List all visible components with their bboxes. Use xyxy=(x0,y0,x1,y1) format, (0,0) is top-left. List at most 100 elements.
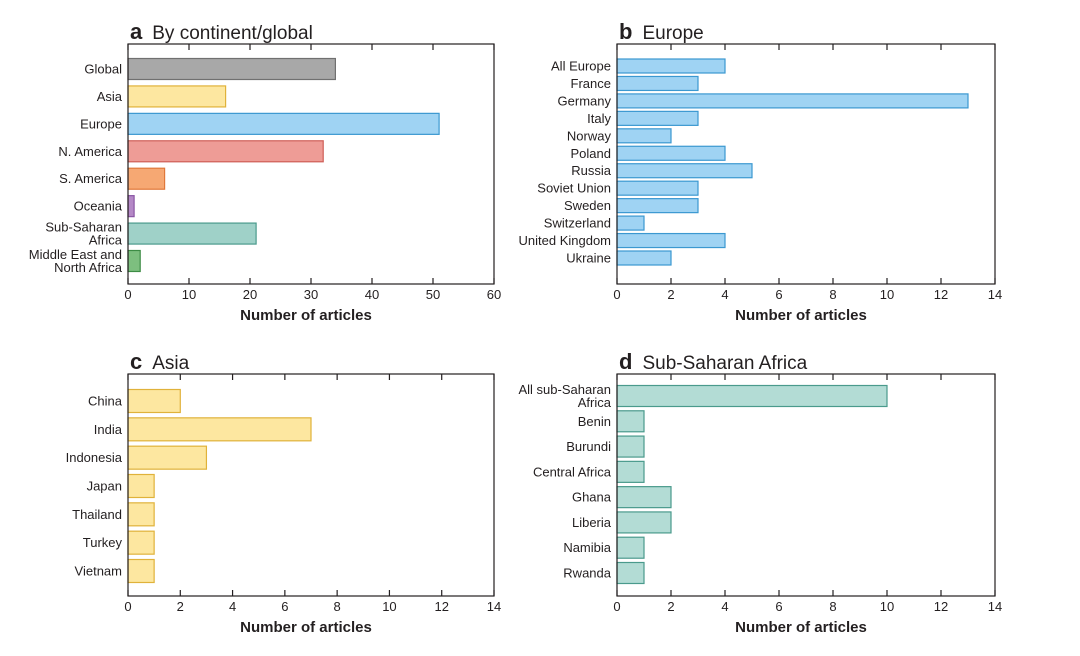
bar xyxy=(616,410,645,433)
plot-frame xyxy=(616,373,996,597)
bar xyxy=(127,57,336,81)
category-label-line: S. America xyxy=(59,171,123,186)
category-label: France xyxy=(571,76,611,91)
panel-c: c Asia China India Indonesia Japan Thailand Tur… xyxy=(66,349,502,636)
x-tick-label: 10 xyxy=(880,287,894,302)
category-label: Benin xyxy=(578,414,611,429)
category-label: Switzerland xyxy=(544,216,611,231)
x-tick-label: 12 xyxy=(934,287,948,302)
x-tick-label: 2 xyxy=(667,287,674,302)
x-tick-label: 10 xyxy=(382,599,396,614)
category-label-line: Japan xyxy=(87,479,122,494)
category-label: Soviet Union xyxy=(537,181,611,196)
bar xyxy=(616,180,699,196)
category-label: Europe xyxy=(80,116,122,131)
bar xyxy=(616,561,645,585)
bar xyxy=(616,145,726,161)
category-label-line: Italy xyxy=(587,111,611,126)
category-label-line: Ukraine xyxy=(566,251,611,266)
panel-title: d Sub-Saharan Africa xyxy=(619,349,808,374)
category-label: China xyxy=(88,394,123,409)
category-label-line: Sweden xyxy=(564,198,611,213)
category-label-line: Europe xyxy=(80,116,122,131)
panel-title-text: By continent/global xyxy=(152,23,313,44)
bar xyxy=(616,58,726,74)
panel-title: a By continent/global xyxy=(130,19,313,44)
bar xyxy=(127,112,440,135)
x-tick-label: 14 xyxy=(988,599,1002,614)
x-tick-label: 4 xyxy=(229,599,236,614)
bar xyxy=(616,75,699,92)
category-label: Ghana xyxy=(572,490,612,505)
panel-letter: c xyxy=(130,349,142,374)
category-label: Thailand xyxy=(72,507,122,522)
category-label-line: All sub-Saharan xyxy=(519,382,612,397)
x-tick-label: 14 xyxy=(487,599,501,614)
bar xyxy=(616,384,888,408)
x-tick-label: 0 xyxy=(613,599,620,614)
bar xyxy=(616,215,645,231)
panel-letter: d xyxy=(619,349,632,374)
x-tick-label: 2 xyxy=(667,599,674,614)
category-label-line: All Europe xyxy=(551,59,611,74)
category-label-line: Turkey xyxy=(83,535,123,550)
category-label-line: Benin xyxy=(578,414,611,429)
category-label-line: Indonesia xyxy=(66,450,123,465)
category-label-line: France xyxy=(571,76,611,91)
bar xyxy=(127,558,155,584)
category-label: Ukraine xyxy=(566,251,611,266)
category-label-line: Africa xyxy=(89,233,123,248)
category-label-line: Thailand xyxy=(72,507,122,522)
category-label-line: China xyxy=(88,394,123,409)
x-tick-label: 60 xyxy=(487,287,501,302)
x-axis-label: Number of articles xyxy=(735,307,867,324)
category-label-line: Burundi xyxy=(566,439,611,454)
category-label: Russia xyxy=(571,163,612,178)
category-label-line: Soviet Union xyxy=(537,181,611,196)
category-label-line: Global xyxy=(84,62,122,77)
bar xyxy=(616,460,645,483)
bar xyxy=(127,473,155,499)
bar xyxy=(616,128,672,144)
category-label-line: Poland xyxy=(571,146,611,161)
category-label-line: Africa xyxy=(578,395,612,410)
category-label-line: Liberia xyxy=(572,515,612,530)
category-label-line: Germany xyxy=(558,93,612,108)
category-label: Norway xyxy=(567,128,612,143)
x-axis-label: Number of articles xyxy=(735,619,867,636)
bar xyxy=(616,232,726,249)
panel-letter: b xyxy=(619,19,632,44)
x-tick-label: 14 xyxy=(988,287,1002,302)
bar xyxy=(127,195,135,218)
category-label: Indonesia xyxy=(66,450,123,465)
category-label-line: Sub-Saharan xyxy=(45,220,122,235)
bar xyxy=(127,502,155,527)
category-label: Central Africa xyxy=(533,464,612,479)
bar xyxy=(127,249,141,273)
x-tick-label: 6 xyxy=(775,287,782,302)
category-label: Germany xyxy=(558,93,612,108)
panel-d: d Sub-Saharan Africa All sub-Saharan Africa… xyxy=(519,349,1003,636)
category-label: Middle East and North Africa xyxy=(29,247,123,275)
x-tick-label: 6 xyxy=(775,599,782,614)
x-tick-label: 30 xyxy=(304,287,318,302)
bar xyxy=(616,486,672,509)
panel-title-text: Sub-Saharan Africa xyxy=(642,353,807,374)
category-label-line: Vietnam xyxy=(75,564,122,579)
category-label: Poland xyxy=(571,146,611,161)
panel-title: c Asia xyxy=(130,349,190,374)
category-label-line: Namibia xyxy=(563,540,611,555)
category-label: Turkey xyxy=(83,535,123,550)
x-tick-label: 20 xyxy=(243,287,257,302)
category-label: India xyxy=(94,422,123,437)
x-tick-label: 0 xyxy=(124,287,131,302)
category-label: All sub-Saharan Africa xyxy=(519,382,612,410)
bar xyxy=(127,167,166,190)
bar xyxy=(616,110,699,126)
category-label: Sub-Saharan Africa xyxy=(45,220,122,248)
category-label: Italy xyxy=(587,111,611,126)
category-label-line: Oceania xyxy=(74,199,123,214)
x-tick-label: 4 xyxy=(721,287,728,302)
category-label: Namibia xyxy=(563,540,611,555)
